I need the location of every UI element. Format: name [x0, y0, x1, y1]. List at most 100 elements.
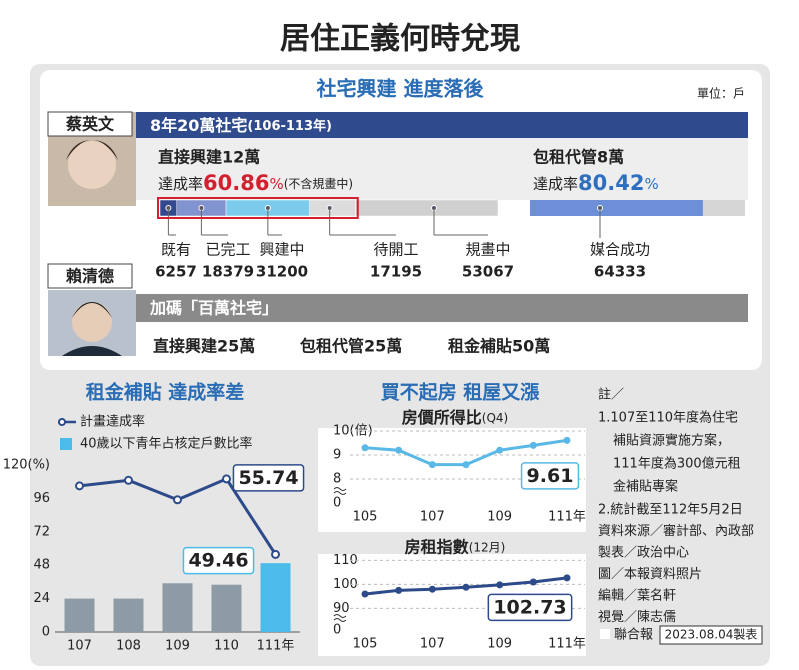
policy-heading: 社宅興建 進度落後 [316, 77, 485, 101]
y-tick-label: 9 [333, 448, 341, 463]
axis-break [333, 487, 347, 495]
bar [113, 598, 144, 632]
rate-unit: % [269, 175, 283, 193]
bar [162, 583, 193, 632]
section-heading: 租金補貼 達成率差 [86, 381, 245, 404]
x-tick-label: 111年 [257, 639, 295, 654]
point [271, 549, 280, 559]
value-label: 55.74 [238, 467, 298, 489]
point [395, 586, 403, 594]
stage-value: 6257 [155, 263, 197, 281]
tsai-band [136, 138, 748, 200]
notes-label: 註／ [598, 388, 624, 403]
title-main: 房價所得比 [402, 408, 482, 427]
tsai-banner-text: 8年20萬社宅(106-113年) [150, 116, 332, 135]
rate-unit: % [644, 175, 658, 193]
point [173, 495, 182, 505]
x-tick-label: 108 [116, 639, 141, 654]
credit-line: 製表／政治中心 [598, 546, 689, 561]
point [124, 475, 133, 485]
footer-date-box [659, 625, 763, 645]
value-label-box [182, 546, 255, 575]
name-box [47, 111, 133, 137]
chart-title: 房價所得比(Q4) [402, 408, 508, 427]
lai-name: 賴清德 [66, 267, 114, 286]
lai-item: 租金補貼50萬 [448, 337, 550, 356]
banner-main: 8年20萬社宅 [150, 116, 247, 135]
lease-bar [530, 200, 703, 216]
name-box [47, 263, 133, 289]
banner-years: (106-113年) [247, 118, 332, 134]
unit: 單位：戶 [697, 86, 745, 101]
point [529, 578, 537, 586]
rate-label: 達成率 [533, 175, 578, 193]
lai-banner-text: 加碼「百萬社宅」 [149, 299, 278, 318]
x-tick-label: 105 [353, 510, 378, 525]
stage-value: 17195 [370, 263, 422, 281]
credit-line: 資料來源／審計部、內政部 [598, 523, 754, 539]
stage-label: 已完工 [205, 241, 250, 259]
point [428, 585, 436, 593]
photo-hair [72, 302, 112, 318]
stage-value: 31200 [256, 263, 308, 281]
stage-bars: 既有 6257 已完工 18379 興建中 31200 待開工 17195 規畫中 53067 媒合… [155, 197, 745, 281]
direct-label: 直接興建12萬 [158, 148, 260, 167]
note-line: 補貼資源實施方案， [613, 433, 730, 449]
lai-banner [136, 294, 748, 322]
x-tick-label: 107 [67, 639, 92, 654]
bar [260, 563, 291, 632]
value-label: 102.73 [493, 596, 566, 618]
x-tick-label: 107 [420, 637, 445, 652]
note-line: 1.107至110年度為住宅 [598, 410, 738, 426]
y-tick-label: 48 [33, 558, 50, 573]
stage-label: 興建中 [259, 241, 304, 259]
stage-bar [309, 199, 357, 217]
x-tick-label: 111年 [548, 510, 586, 525]
stage-value: 53067 [462, 263, 514, 281]
x-tick-label: 107 [420, 510, 445, 525]
y-tick-label: 100 [333, 577, 358, 592]
stage-label: 既有 [161, 241, 191, 259]
y-tick-label: 110 [333, 553, 358, 568]
stage-label: 規畫中 [465, 241, 510, 259]
point [496, 581, 504, 589]
lai-item: 直接興建25萬 [153, 337, 255, 356]
y-tick-label: 96 [33, 491, 50, 506]
y-tick-label: 90 [333, 601, 350, 616]
point [529, 441, 537, 449]
charts: 0 24 48 72 96 120(%) 107 108 109 110 111年 計畫達成率 40歲以… [3, 408, 586, 654]
legend-dot [58, 418, 66, 426]
y-tick-label: 120(%) [3, 458, 50, 473]
point [75, 481, 84, 491]
tsai-name: 蔡英文 [65, 115, 115, 134]
note-line: 金補貼專案 [613, 479, 678, 495]
rate-value: 60.86 [203, 171, 269, 195]
photo-suit [62, 346, 122, 356]
x-tick-label: 105 [353, 637, 378, 652]
photo-hair [66, 140, 118, 160]
value-label: 9.61 [527, 465, 574, 487]
point [395, 446, 403, 454]
y-tick-label: 8 [333, 472, 341, 487]
photo-face [72, 302, 112, 342]
stage-label: 媒合成功 [590, 241, 650, 259]
point [222, 474, 231, 484]
x-tick-label: 111年 [548, 637, 586, 652]
x-tick-label: 109 [165, 639, 190, 654]
title-sub: (12月) [469, 540, 506, 554]
stage-bar [355, 199, 499, 217]
section-heading: 買不起房 租屋又漲 [381, 381, 541, 404]
rate-value: 80.42 [578, 171, 644, 195]
rate-label: 達成率 [158, 175, 203, 193]
stage-value: 18379 [202, 263, 254, 281]
tsai-banner [136, 112, 748, 138]
direct-rate: 達成率60.86%(不含規畫中) [158, 171, 353, 195]
value-label: 49.46 [188, 550, 248, 572]
credit-line: 編輯／葉名軒 [598, 588, 676, 604]
stage-label: 待開工 [373, 241, 418, 259]
chart-title: 房租指數(12月) [405, 537, 506, 556]
photo-face [68, 141, 116, 189]
highlight [157, 197, 359, 219]
